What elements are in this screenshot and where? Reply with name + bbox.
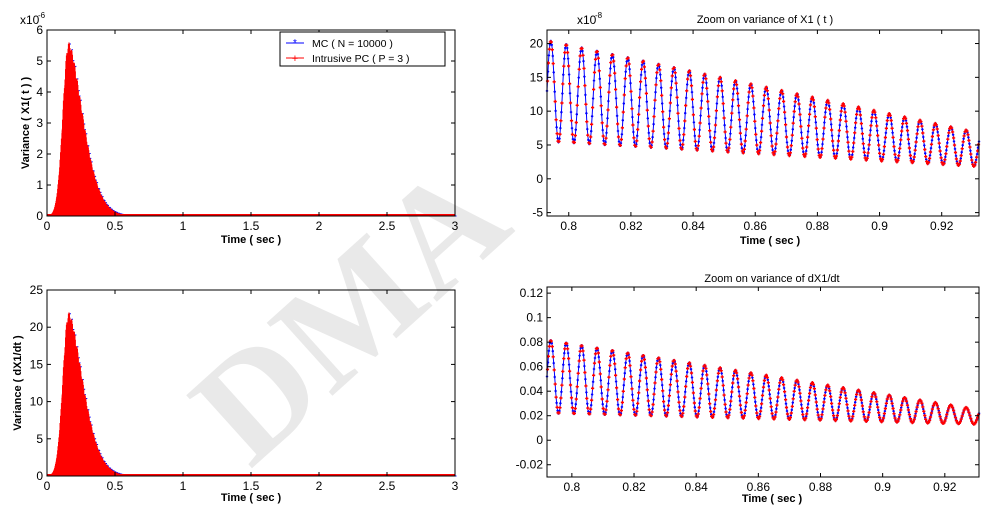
x-tick-label-3-3: 1.5 [243, 479, 260, 493]
subplot-zoom-variance-dx1dt: 0.8 0.82 0.84 0.86 0.88 0.9 0.92 -0.02 0 0.02 0.04… [516, 273, 981, 505]
legend-pc-marker: + [292, 53, 298, 65]
x-tick-label-4-6: 0.92 [933, 480, 957, 494]
y-tick-label-2-0: -5 [532, 206, 543, 220]
ticks-4: 0.8 0.82 0.84 0.86 0.88 0.9 0.92 -0.02 0 0.02 0.04… [516, 286, 979, 494]
legend: * MC ( N = 10000 ) + Intrusive PC ( P = … [279, 31, 446, 67]
axes-box-4 [546, 286, 980, 478]
watermark: DMA [161, 131, 538, 494]
x-tick-label-1-5: 2.5 [379, 219, 396, 233]
chart-title-4: Zoom on variance of dX1/dt [704, 273, 839, 285]
y-tick-label-2-3: 10 [530, 104, 544, 118]
y-tick-label-4-0: -0.02 [516, 458, 544, 472]
x-tick-label-4-0: 0.8 [564, 480, 581, 494]
y-tick-label-2-5: 20 [530, 37, 544, 51]
subplot-zoom-variance-x1: 0.8 0.82 0.84 0.86 0.88 0.9 0.92 -5 0 5 10 15 20 x10… [530, 11, 981, 247]
y-tick-label-2-4: 15 [530, 70, 544, 84]
exponent-power-2: -8 [595, 11, 603, 20]
subplot-variance-dx1dt: 0 0.5 1 1.5 2 2.5 3 0 5 10 15 20 25 Time ( sec ) Var… [12, 283, 459, 504]
series-mc-markers-4 [545, 339, 981, 426]
legend-mc-marker: * [293, 38, 297, 49]
data-marks-2 [545, 39, 981, 168]
ticks-1: 0 0.5 1 1.5 2 2.5 3 0 1 2 3 4 5 6 [36, 23, 458, 233]
x-tick-label-2-2: 0.84 [681, 219, 705, 233]
x-tick-label-4-3: 0.86 [747, 480, 771, 494]
y-tick-label-3-3: 15 [30, 357, 44, 371]
x-axis-label-4: Time ( sec ) [742, 493, 803, 505]
y-tick-label-1-3: 3 [36, 116, 43, 130]
y-tick-label-2-2: 5 [536, 138, 543, 152]
axes-box-2 [546, 29, 980, 217]
x-tick-label-4-5: 0.9 [874, 480, 891, 494]
y-axis-label-3: Variance ( dX1/dt ) [12, 335, 24, 431]
subplot-variance-x1: 0 0.5 1 1.5 2 2.5 3 0 1 2 3 4 5 6 x10 -6 Time ( sec )… [20, 11, 459, 246]
x-tick-label-2-1: 0.82 [619, 219, 643, 233]
x-axis-label-3: Time ( sec ) [221, 492, 282, 504]
y-tick-label-1-0: 0 [36, 209, 43, 223]
legend-mc-label: MC ( N = 10000 ) [312, 38, 393, 50]
x-tick-label-1-2: 1 [180, 219, 187, 233]
series-mc-line-2 [546, 39, 980, 167]
y-tick-label-4-5: 0.08 [520, 335, 544, 349]
x-tick-label-4-2: 0.84 [685, 480, 709, 494]
x-tick-label-3-2: 1 [180, 479, 187, 493]
x-tick-label-1-0: 0 [44, 219, 51, 233]
x-axis-label-1: Time ( sec ) [221, 234, 282, 246]
legend-pc-label: Intrusive PC ( P = 3 ) [312, 53, 410, 65]
y-tick-label-3-2: 10 [30, 395, 44, 409]
x-axis-label-2: Time ( sec ) [740, 235, 801, 247]
x-tick-label-3-0: 0 [44, 479, 51, 493]
x-tick-label-1-1: 0.5 [107, 219, 124, 233]
y-tick-label-3-1: 5 [36, 432, 43, 446]
chart-title-2: Zoom on variance of X1 ( t ) [697, 14, 833, 26]
y-tick-label-4-3: 0.04 [520, 384, 544, 398]
y-tick-label-1-2: 2 [36, 147, 43, 161]
x-tick-label-1-6: 3 [452, 219, 459, 233]
x-tick-label-4-4: 0.88 [809, 480, 833, 494]
ticks-3: 0 0.5 1 1.5 2 2.5 3 0 5 10 15 20 25 [30, 283, 459, 493]
y-tick-label-4-7: 0.12 [520, 286, 544, 300]
ticks-2: 0.8 0.82 0.84 0.86 0.88 0.9 0.92 -5 0 5 10 15 20 [530, 30, 979, 233]
y-tick-label-4-2: 0.02 [520, 409, 544, 423]
x-tick-label-3-5: 2.5 [379, 479, 396, 493]
x-tick-label-2-6: 0.92 [930, 219, 954, 233]
y-tick-label-1-6: 6 [36, 23, 43, 37]
x-tick-label-2-3: 0.86 [744, 219, 768, 233]
y-tick-label-4-6: 0.1 [526, 311, 543, 325]
x-tick-label-4-1: 0.82 [622, 480, 646, 494]
x-tick-label-1-4: 2 [316, 219, 323, 233]
y-tick-label-2-1: 0 [536, 172, 543, 186]
y-tick-label-4-4: 0.06 [520, 360, 544, 374]
x-tick-label-1-3: 1.5 [243, 219, 260, 233]
x-tick-label-2-5: 0.9 [871, 219, 888, 233]
x-tick-label-3-4: 2 [316, 479, 323, 493]
legend-box [279, 31, 446, 67]
y-tick-label-1-4: 4 [36, 85, 43, 99]
y-tick-label-3-5: 25 [30, 283, 44, 297]
y-tick-label-1-1: 1 [36, 178, 43, 192]
exponent-base-1: x10 [20, 13, 40, 27]
x-tick-label-3-1: 0.5 [107, 479, 124, 493]
data-marks-4 [545, 339, 981, 426]
y-tick-label-1-5: 5 [36, 54, 43, 68]
y-tick-label-3-0: 0 [36, 469, 43, 483]
y-tick-label-4-1: 0 [536, 433, 543, 447]
exponent-power-1: -6 [38, 11, 46, 20]
x-tick-label-2-4: 0.88 [806, 219, 830, 233]
watermark-text: DMA [161, 131, 538, 494]
y-axis-label-1: Variance ( X1( t ) ) [20, 77, 32, 170]
x-tick-label-3-6: 3 [452, 479, 459, 493]
y-tick-label-3-4: 20 [30, 320, 44, 334]
exponent-base-2: x10 [577, 13, 597, 27]
x-tick-label-2-0: 0.8 [560, 219, 577, 233]
